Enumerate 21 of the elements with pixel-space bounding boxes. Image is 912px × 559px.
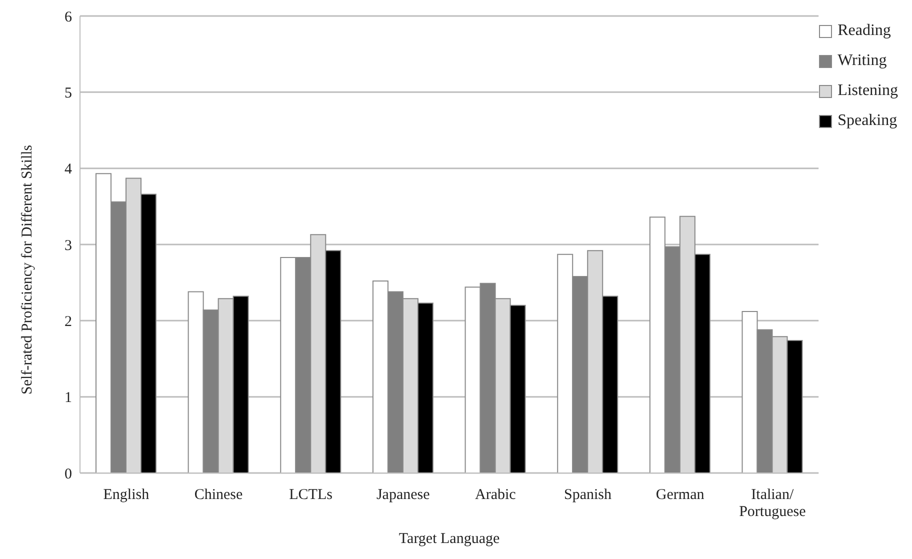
y-tick-label: 4 [64,162,72,178]
x-tick-label: German [656,487,705,503]
legend-label: Listening [838,81,898,101]
x-tick-label: Italian/Portuguese [739,487,806,520]
y-tick-label: 1 [64,390,72,406]
x-tick-label: Japanese [376,487,430,503]
x-tick-label: Arabic [475,487,516,503]
x-axis-title: Target Language [398,531,500,547]
legend-label: Reading [838,21,891,41]
legend-label: Speaking [838,111,898,131]
y-tick-label: 0 [64,466,72,482]
x-tick-label: LCTLs [289,487,333,503]
legend-label: Writing [838,51,887,71]
y-tick-label: 3 [64,238,72,254]
y-tick-label: 5 [64,85,72,102]
x-tick-label: Spanish [564,487,612,503]
y-tick-label: 2 [64,314,72,330]
x-tick-label: Chinese [194,487,243,503]
y-tick-label: 6 [64,9,72,26]
x-tick-label: English [103,487,150,503]
y-axis-title: Self-rated Proficiency for Different Skills [19,144,36,394]
